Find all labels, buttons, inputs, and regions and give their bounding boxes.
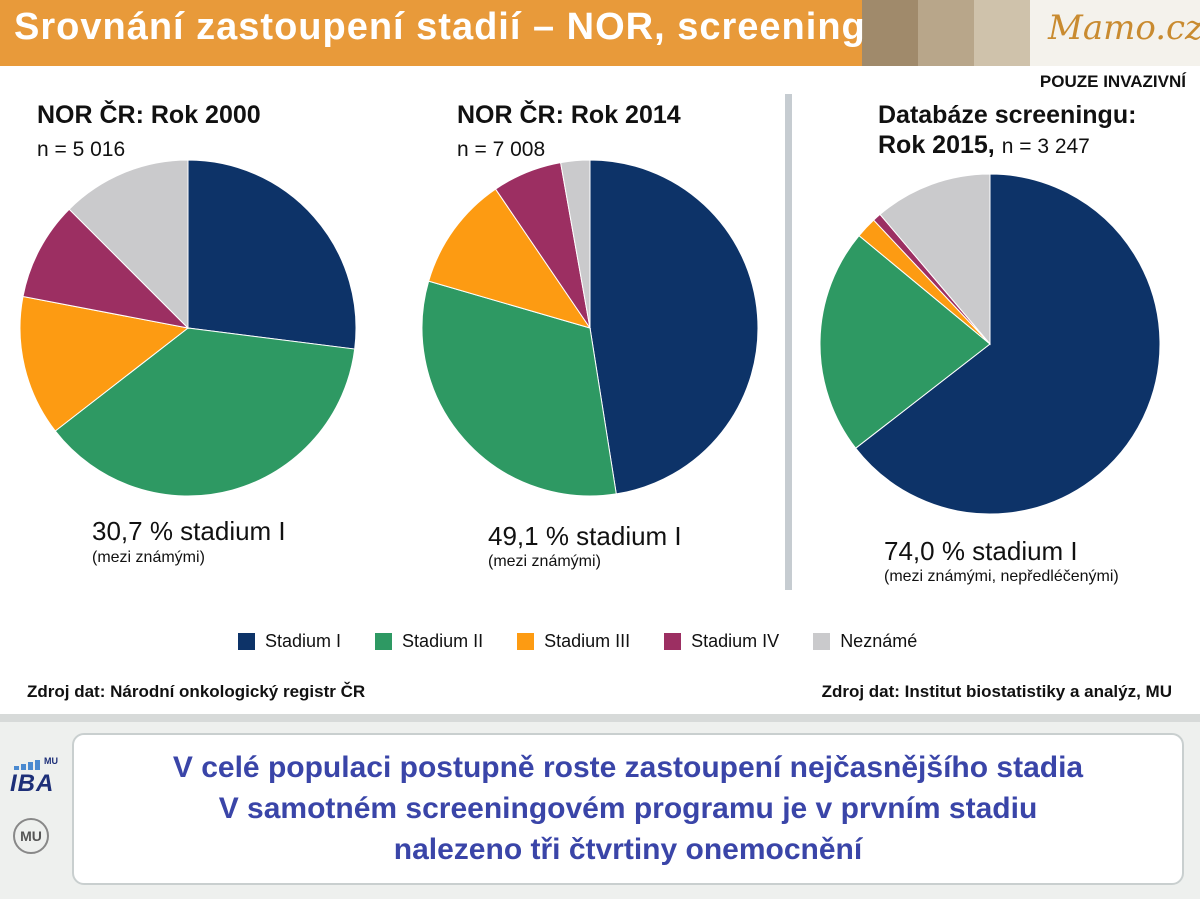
legend-swatch: [813, 632, 831, 650]
pie-slice-stage4: [22, 208, 190, 329]
pie-slice-stage2: [54, 327, 356, 497]
pie-slice-stage1: [854, 173, 1161, 515]
header-tile: [918, 0, 974, 66]
pie-slice-stage1: [589, 159, 759, 495]
pie-slice-unknown: [560, 159, 591, 329]
conclusion-line-1: V celé populaci postupně roste zastoupen…: [172, 751, 1084, 784]
iba-logo-mu: MU: [44, 756, 58, 766]
legend-label: Stadium II: [402, 630, 484, 651]
chart1-stage1-share: 30,7 % stadium I: [92, 516, 286, 546]
iba-logo: IBA: [10, 770, 55, 797]
chart3-n: n = 3 247: [1001, 135, 1090, 158]
legend-item-unknown: Neznámé: [813, 631, 917, 652]
page-title: Srovnání zastoupení stadií – NOR, screen…: [14, 6, 866, 48]
legend-swatch: [375, 632, 393, 650]
chart3-title-line1: Databáze screeningu:: [878, 101, 1137, 129]
chart-legend: Stadium I Stadium II Stadium III Stadium…: [238, 629, 951, 653]
chart1-stage1-note: (mezi známými): [92, 549, 205, 566]
legend-label: Stadium I: [265, 630, 342, 651]
legend-item-stage2: Stadium II: [375, 631, 483, 652]
legend-label: Neznámé: [840, 630, 918, 651]
chart3-stage1-share: 74,0 % stadium I: [884, 536, 1078, 566]
legend-swatch: [238, 632, 255, 650]
chart2-title: NOR ČR: Rok 2014: [457, 101, 681, 129]
chart3-title-year: Rok 2015,: [878, 131, 995, 159]
pie-chart-2000: [19, 159, 357, 497]
chart3-title-line2: Rok 2015, n = 3 247: [878, 131, 1090, 160]
source-left: Zdroj dat: Národní onkologický registr Č…: [27, 682, 366, 701]
conclusion-line-2: V samotném screeningovém programu je v p…: [218, 792, 1038, 825]
pie-slice-stage3: [428, 188, 592, 329]
chart2-n: n = 7 008: [457, 138, 546, 161]
chart1-title: NOR ČR: Rok 2000: [37, 101, 261, 129]
chart3-stage1-note: (mezi známými, nepředléčenými): [884, 568, 1119, 585]
university-seal-icon: MU: [13, 818, 49, 854]
iba-logo-bars-icon: [14, 760, 40, 770]
pie-slice-unknown: [68, 159, 189, 330]
legend-item-stage3: Stadium III: [517, 631, 630, 652]
conclusion-line-3: nalezeno tři čtvrtiny onemocnění: [393, 833, 863, 866]
header-bar: Srovnání zastoupení stadií – NOR, screen…: [0, 0, 1200, 66]
pie-slice-stage2: [421, 280, 617, 497]
mamo-logo: Mamo.cz: [1048, 8, 1200, 48]
pie-slice-stage2: [819, 234, 991, 449]
source-right: Zdroj dat: Institut biostatistiky a anal…: [821, 682, 1172, 701]
header-tile: [1030, 0, 1200, 66]
legend-label: Stadium III: [544, 630, 631, 651]
pie-slice-unknown: [879, 173, 991, 346]
legend-swatch: [517, 632, 535, 650]
legend-swatch: [664, 632, 682, 650]
header-title-band: [0, 0, 862, 66]
chart2-stage1-share: 49,1 % stadium I: [488, 521, 682, 551]
chart2-stage1-note: (mezi známými): [488, 553, 601, 570]
pie-slice-stage1: [187, 159, 357, 350]
pie-chart-screening-2015: [819, 173, 1161, 515]
invasive-only-note: POUZE INVAZIVNÍ: [1039, 72, 1186, 91]
seal-text: MU: [20, 828, 42, 844]
legend-label: Stadium IV: [691, 630, 780, 651]
conclusion-box: V celé populaci postupně roste zastoupen…: [72, 733, 1184, 885]
header-tile: [862, 0, 918, 66]
pie-slice-stage3: [19, 295, 190, 432]
legend-item-stage1: Stadium I: [238, 631, 341, 652]
footer-band-edge: [0, 714, 1200, 722]
header-tile: [974, 0, 1030, 66]
chart1-n: n = 5 016: [37, 138, 126, 161]
pie-chart-2014: [421, 159, 759, 497]
vertical-divider: [785, 94, 792, 590]
legend-item-stage4: Stadium IV: [664, 631, 779, 652]
